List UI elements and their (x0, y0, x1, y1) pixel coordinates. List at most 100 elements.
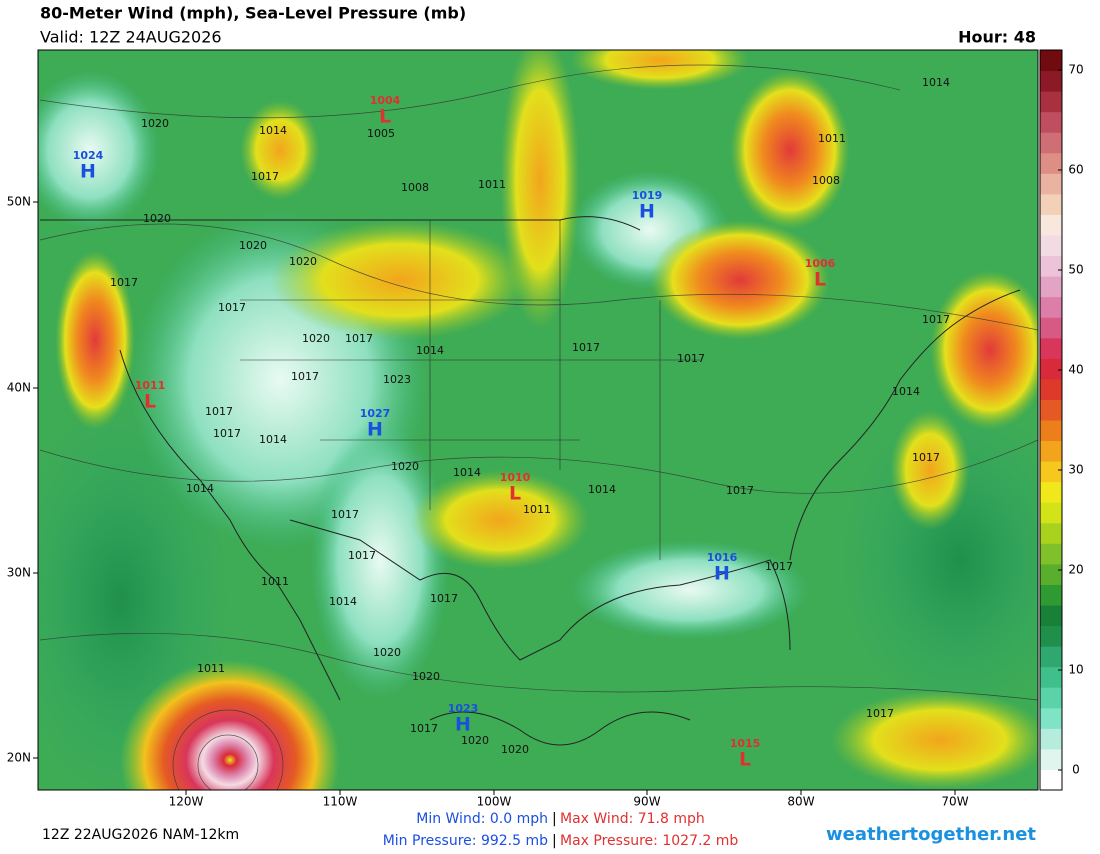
center-value: 1027 (360, 407, 391, 420)
colorbar-swatch (1040, 378, 1062, 400)
isobar-label: 1017 (677, 352, 705, 365)
colorbar-label: 60 (1068, 163, 1083, 177)
center-value: 1010 (500, 471, 531, 484)
colorbar-swatch (1040, 748, 1062, 770)
coastline (289, 519, 791, 661)
colorbar-swatch (1040, 173, 1062, 195)
colorbar-label: 10 (1068, 663, 1083, 677)
field-patch (570, 540, 810, 640)
colorbar-swatch (1040, 399, 1062, 421)
colorbar-swatch (1040, 214, 1062, 236)
colorbar-label: 0 (1072, 763, 1080, 777)
isobar-label: 1014 (259, 124, 287, 137)
isobar-label: 1017 (331, 508, 359, 521)
field-patch (310, 420, 450, 700)
isobar-label: 1005 (367, 127, 395, 140)
isobar-label: 1017 (726, 484, 754, 497)
field-patch (830, 690, 1038, 790)
center-symbol: L (509, 483, 521, 505)
colorbar-swatch (1040, 420, 1062, 442)
isobar-label: 1008 (812, 174, 840, 187)
center-value: 1011 (135, 379, 166, 392)
isobar-label: 1014 (416, 344, 444, 357)
isobar-label: 1017 (205, 405, 233, 418)
lat-label: 30N (7, 566, 31, 580)
boundaries (40, 216, 1021, 746)
field-patch (930, 270, 1038, 430)
center-symbol: H (367, 419, 383, 441)
colorbar-swatch (1040, 193, 1062, 215)
center-value: 1006 (805, 257, 836, 270)
isobar-label: 1020 (239, 239, 267, 252)
field-patch (240, 100, 320, 200)
isobar-label: 1011 (261, 575, 289, 588)
colorbar-frame (1039, 49, 1063, 791)
colorbar-swatch (1040, 728, 1062, 750)
colorbar-swatch (1040, 70, 1062, 92)
forecast-hour: Hour: 48 (958, 28, 1036, 47)
max-pressure: Max Pressure: 1027.2 mb (560, 833, 738, 849)
isobar-label: 1014 (922, 76, 950, 89)
isobar-label: 1011 (523, 503, 551, 516)
coastline (429, 711, 691, 746)
center-symbol: L (144, 391, 156, 413)
lat-label: 20N (7, 751, 31, 765)
isobar-label: 1017 (110, 276, 138, 289)
isobar-label: 1020 (461, 734, 489, 747)
isobar-label: 1023 (383, 373, 411, 386)
center-value: 1004 (370, 94, 401, 107)
isobar-label: 1020 (412, 670, 440, 683)
min-pressure: Min Pressure: 992.5 mb (383, 833, 548, 849)
lat-label: 40N (7, 381, 31, 395)
field-patch (840, 400, 1038, 720)
colorbar-label: 20 (1068, 563, 1083, 577)
center-value: 1023 (448, 702, 479, 715)
colorbar-swatch (1040, 276, 1062, 298)
colorbar-swatch (1040, 605, 1062, 627)
lon-label: 100W (477, 795, 512, 809)
coastline (119, 349, 341, 701)
max-wind: Max Wind: 71.8 mph (560, 811, 705, 827)
map-frame (37, 49, 1039, 791)
isobar-label: 1017 (410, 722, 438, 735)
site-link[interactable]: weathertogether.net (826, 824, 1036, 845)
colorbar-swatch (1040, 502, 1062, 524)
state-line (240, 220, 700, 560)
colorbar-swatch (1040, 91, 1062, 113)
colorbar-swatch (1040, 255, 1062, 277)
isobar-label: 1020 (501, 743, 529, 756)
colorbar-swatch (1040, 646, 1062, 668)
colorbar-swatch (1040, 666, 1062, 688)
isobar-label: 1017 (912, 451, 940, 464)
colorbar-swatch (1040, 111, 1062, 133)
field-patch (270, 220, 530, 340)
isobar-label: 1017 (922, 313, 950, 326)
isobar-label: 1014 (588, 483, 616, 496)
field-patch (730, 70, 850, 230)
lon-label: 90W (633, 795, 660, 809)
field-patch (890, 410, 970, 530)
isobar-label: 1014 (186, 482, 214, 495)
center-symbol: H (80, 161, 96, 183)
field-patch (55, 250, 135, 430)
colorbar-swatch (1040, 687, 1062, 709)
isobar-label: 1017 (218, 301, 246, 314)
colorbar-swatch (1040, 584, 1062, 606)
coastline (789, 289, 1021, 561)
border-line (40, 216, 641, 231)
colorbar-swatch (1040, 358, 1062, 380)
center-symbol: L (739, 749, 751, 771)
center-value: 1024 (73, 149, 104, 162)
isobar-label: 1011 (478, 178, 506, 191)
colorbar-label: 40 (1068, 363, 1083, 377)
isobar-label: 1011 (818, 132, 846, 145)
isobar-label: 1011 (197, 662, 225, 675)
map-field (38, 50, 1038, 790)
colorbar-swatch (1040, 50, 1062, 72)
colorbar-swatch (1040, 543, 1062, 565)
lon-label: 120W (169, 795, 204, 809)
field-patch (650, 220, 830, 340)
colorbar-swatch (1040, 461, 1062, 483)
